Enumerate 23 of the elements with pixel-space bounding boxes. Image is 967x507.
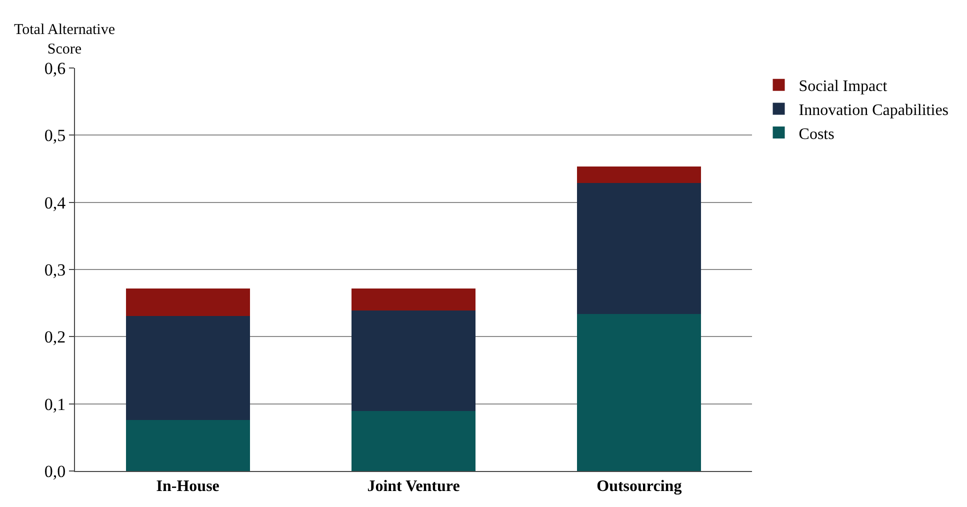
y-tick-label: 0,5	[44, 126, 66, 146]
bar	[126, 420, 250, 471]
y-tick-label: 0,3	[44, 260, 66, 280]
legend-label: Costs	[798, 126, 834, 143]
bar	[351, 411, 476, 471]
y-tick-label: 0,1	[44, 394, 66, 414]
y-tick-label: 0,2	[44, 328, 66, 347]
x-tick-label: Joint Venture	[367, 478, 460, 496]
bar	[351, 288, 476, 310]
y-tick-label: 0,0	[44, 462, 66, 481]
legend-label: Innovation Capabilities	[798, 102, 949, 119]
legend-label: Social Impact	[798, 78, 888, 96]
y-axis-title: Total Alternative Score	[14, 22, 116, 58]
bar	[577, 314, 702, 471]
y-tick-label: 0,4	[44, 193, 66, 212]
y-tick-label: 0,6	[44, 58, 66, 78]
bar	[126, 288, 250, 316]
bar	[126, 316, 250, 420]
bar	[351, 310, 476, 412]
bar	[577, 182, 702, 314]
bar	[577, 166, 702, 183]
x-tick-label: Outsourcing	[596, 478, 682, 496]
x-tick-label: In-House	[156, 478, 220, 496]
